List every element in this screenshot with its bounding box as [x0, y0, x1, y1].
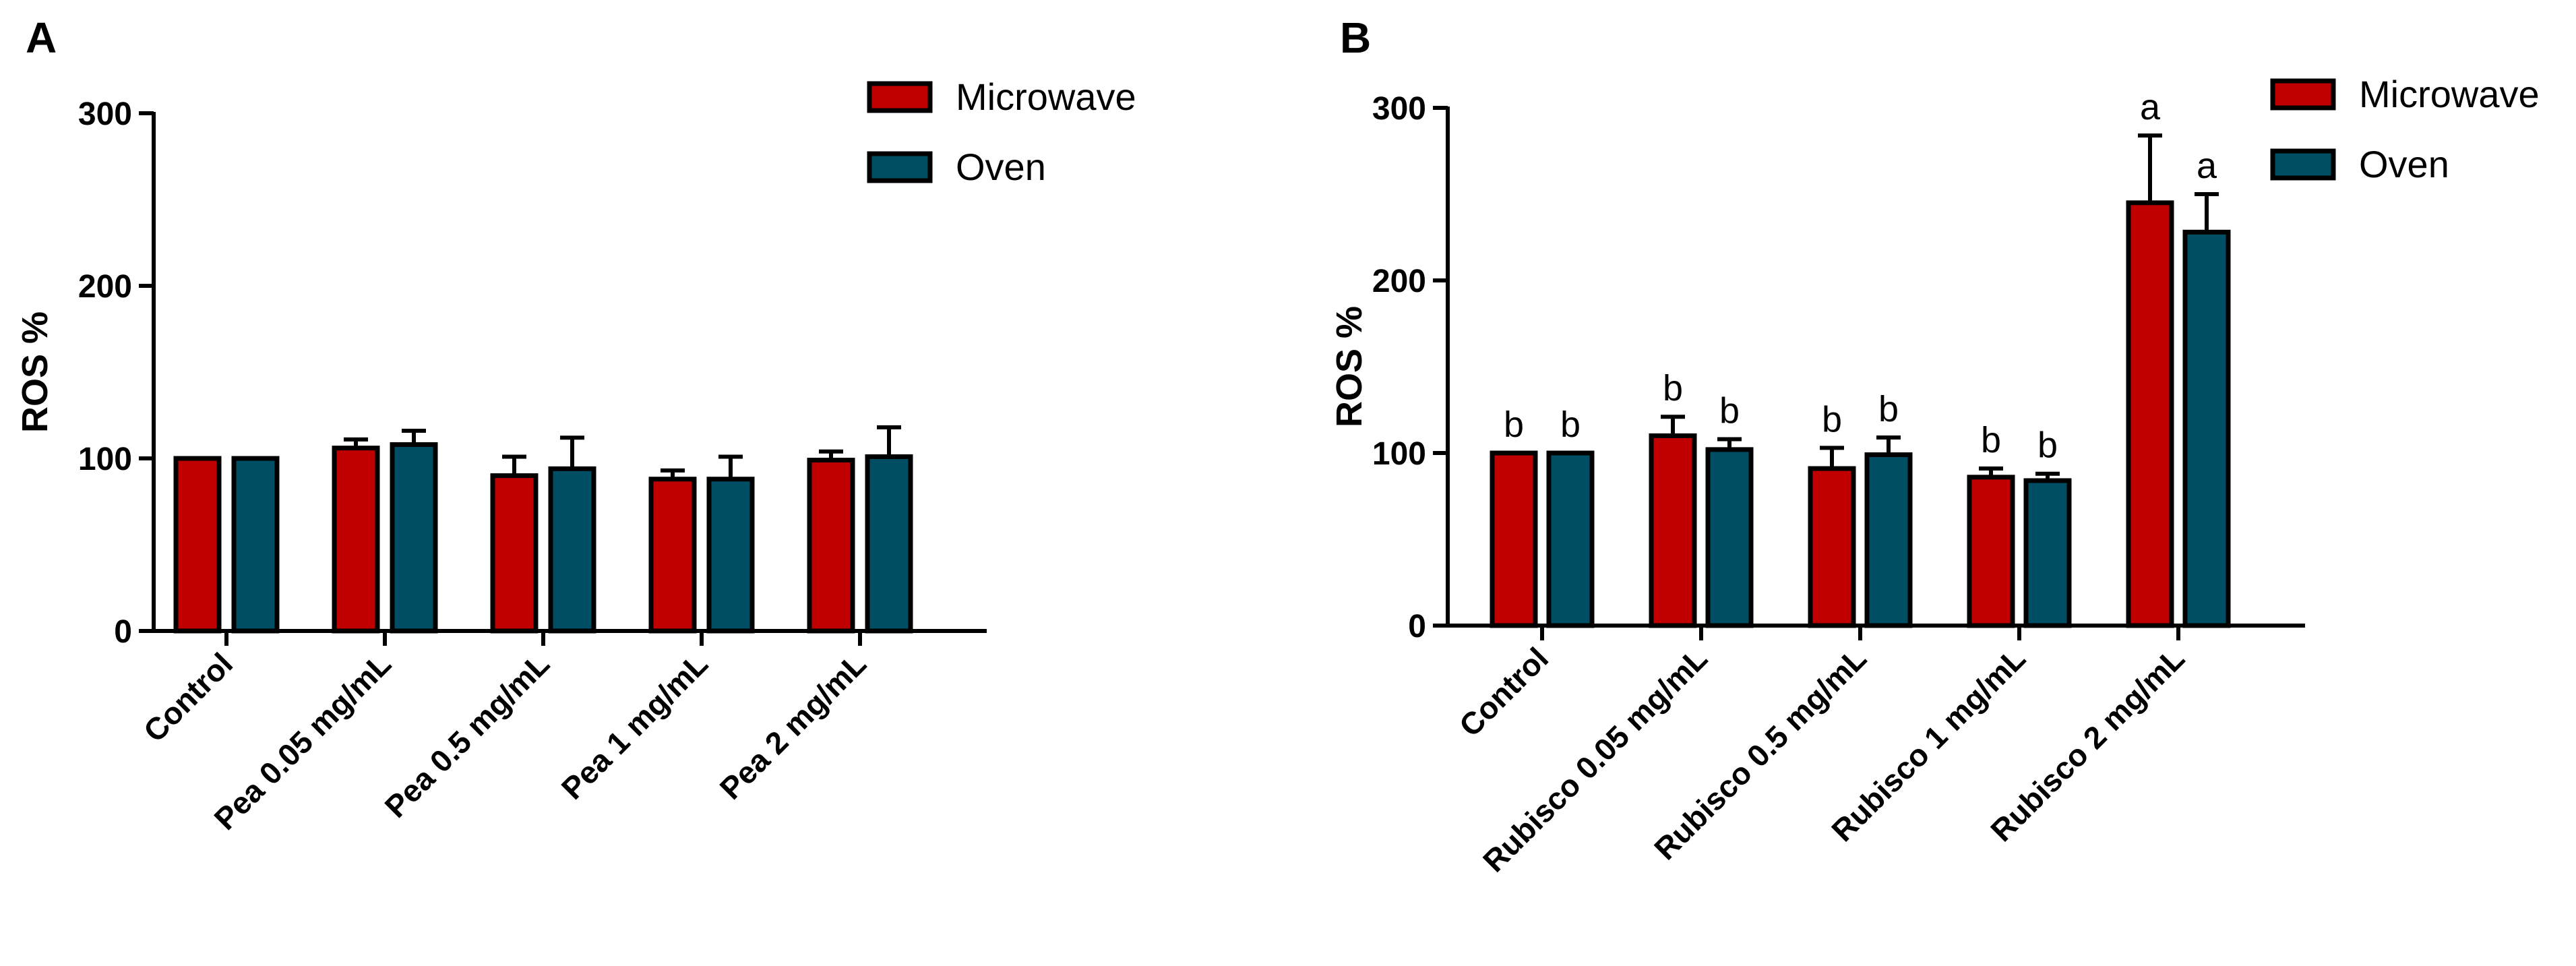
y-axis-label: ROS % — [15, 311, 55, 433]
bar-microwave — [332, 446, 380, 634]
bar-microwave — [1967, 475, 2015, 628]
bar-microwave — [173, 456, 222, 634]
y-tick-label: 0 — [114, 614, 132, 650]
bar-microwave — [1808, 466, 1856, 628]
bar-oven — [1705, 447, 1754, 628]
y-axis-label: ROS % — [1329, 306, 1370, 427]
bar-oven — [231, 456, 280, 634]
legend-swatch-microwave — [2270, 78, 2336, 111]
bar-microwave — [1490, 450, 1538, 628]
bar-oven — [1546, 450, 1595, 628]
x-tick-label: Control — [1452, 640, 1555, 743]
significance-label: a — [2140, 87, 2161, 127]
significance-label: a — [2197, 146, 2217, 186]
y-tick-label: 0 — [1408, 609, 1426, 644]
bar-oven — [548, 466, 596, 634]
legend-label: Oven — [956, 146, 1046, 188]
y-tick-label: 200 — [1372, 264, 1426, 299]
significance-label: b — [1719, 391, 1740, 431]
bar-oven — [865, 454, 913, 634]
legend-swatch-oven — [867, 151, 933, 183]
x-tick-label: Pea 0.5 mg/mL — [378, 646, 557, 824]
panel-letter: A — [26, 13, 57, 62]
y-tick-label: 300 — [1372, 91, 1426, 127]
legend-swatch-oven — [2270, 148, 2336, 181]
bar-oven — [2023, 478, 2072, 628]
legend-label: Microwave — [956, 76, 1136, 118]
significance-label: b — [1822, 399, 1842, 440]
x-tick-label: Pea 1 mg/mL — [555, 646, 714, 806]
x-tick-label: Pea 0.05 mg/mL — [207, 646, 398, 837]
bar-oven — [706, 477, 755, 634]
bar-microwave — [648, 477, 697, 634]
bar-microwave — [807, 458, 855, 634]
y-tick-label: 100 — [78, 442, 132, 477]
bar-oven — [390, 442, 438, 634]
significance-label: b — [1981, 420, 2001, 460]
y-tick-label: 100 — [1372, 436, 1426, 472]
bar-microwave — [1649, 433, 1697, 628]
bar-oven — [1864, 452, 1913, 628]
significance-label: b — [1663, 368, 1683, 409]
legend-label: Microwave — [2359, 73, 2540, 115]
legend-swatch-microwave — [867, 81, 933, 113]
significance-label: b — [1560, 404, 1581, 445]
y-tick-label: 200 — [78, 269, 132, 305]
legend-label: Oven — [2359, 143, 2449, 185]
significance-label: b — [1878, 389, 1899, 429]
significance-label: b — [1504, 404, 1524, 445]
bar-microwave — [490, 473, 539, 634]
y-tick-label: 300 — [78, 96, 132, 132]
panel-letter: B — [1340, 13, 1371, 62]
x-tick-label: Pea 2 mg/mL — [713, 646, 873, 806]
bar-microwave — [2126, 200, 2174, 628]
x-tick-label: Control — [137, 646, 239, 748]
bar-oven — [2182, 229, 2231, 628]
significance-label: b — [2037, 425, 2058, 466]
